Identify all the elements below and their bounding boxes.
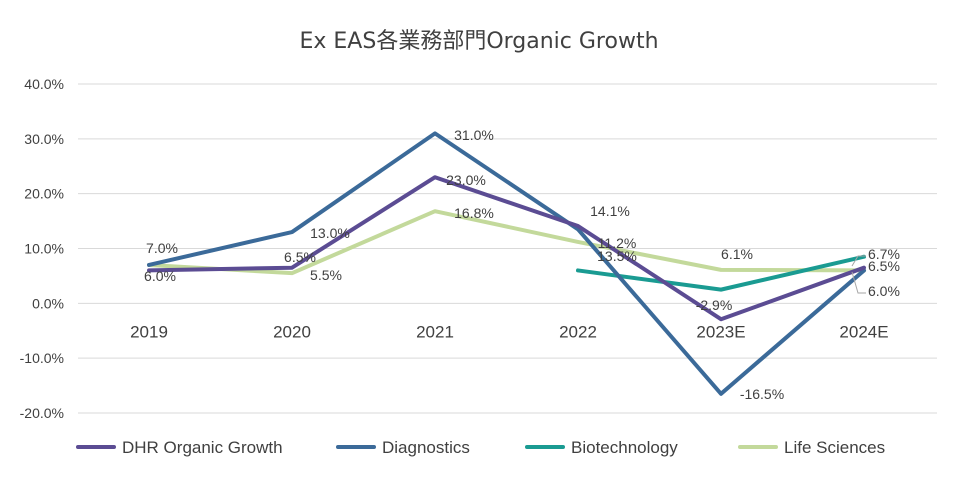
- y-tick-label: 20.0%: [24, 186, 64, 202]
- biotechnology-line: [576, 254, 866, 292]
- y-tick-label: 0.0%: [32, 295, 64, 311]
- x-tick-label: 2022: [559, 322, 597, 341]
- diagnostics-data-label: -16.5%: [740, 386, 784, 402]
- diagnostics-line: [147, 131, 866, 396]
- life-sciences-data-label: 5.5%: [310, 267, 342, 283]
- y-tick-label: 10.0%: [24, 241, 64, 257]
- y-axis-ticks: 40.0% 30.0% 20.0% 10.0% 0.0% -10.0% -20.0%: [20, 76, 64, 421]
- life-sciences-data-label: 6.1%: [721, 246, 753, 262]
- y-tick-label: 40.0%: [24, 76, 64, 92]
- legend: DHR Organic Growth Diagnostics Biotechnolo…: [76, 438, 885, 457]
- life-sciences-data-label: 11.2%: [598, 235, 637, 251]
- y-tick-label: -10.0%: [20, 350, 64, 366]
- life-sciences-line: [147, 209, 866, 276]
- x-tick-label: 2020: [273, 322, 311, 341]
- dhr-data-label: -2.9%: [696, 297, 733, 313]
- legend-label: DHR Organic Growth: [122, 438, 283, 457]
- dhr-data-label: 23.0%: [446, 172, 486, 188]
- y-tick-label: -20.0%: [20, 405, 64, 421]
- leader-line: [851, 255, 866, 267]
- dhr-data-label: 6.5%: [868, 258, 900, 274]
- data-labels: 6.0% 6.5% 23.0% 14.1% -2.9% 6.5% 7.0% 13.0% 31.0…: [144, 127, 900, 402]
- diagnostics-data-label: 13.0%: [310, 225, 350, 241]
- diagnostics-data-label: 6.0%: [868, 283, 900, 299]
- y-tick-label: 30.0%: [24, 131, 64, 147]
- x-tick-label: 2023E: [696, 322, 745, 341]
- gridlines: [78, 83, 937, 414]
- x-tick-label: 2019: [130, 322, 168, 341]
- legend-label: Diagnostics: [382, 438, 470, 457]
- x-tick-label: 2021: [416, 322, 454, 341]
- diagnostics-data-label: 7.0%: [146, 240, 178, 256]
- label-leaders: [851, 255, 866, 294]
- dhr-organic-growth-line: [147, 175, 866, 322]
- life-sciences-data-label: 16.8%: [454, 205, 494, 221]
- x-tick-label: 2024E: [839, 322, 888, 341]
- diagnostics-data-label: 31.0%: [454, 127, 494, 143]
- legend-label: Life Sciences: [784, 438, 885, 457]
- legend-label: Biotechnology: [571, 438, 678, 457]
- diagnostics-data-label: 13.5%: [597, 248, 637, 264]
- dhr-data-label: 6.5%: [284, 249, 316, 265]
- x-axis-ticks: 2019 2020 2021 2022 2023E 2024E: [130, 322, 889, 341]
- chart-title: Ex EAS各業務部門Organic Growth: [299, 29, 658, 54]
- life-sciences-data-label: 6.7%: [868, 246, 900, 262]
- dhr-data-label: 14.1%: [590, 203, 630, 219]
- series-lines: [147, 131, 866, 396]
- leader-line: [851, 271, 866, 294]
- dhr-data-label: 6.0%: [144, 268, 176, 284]
